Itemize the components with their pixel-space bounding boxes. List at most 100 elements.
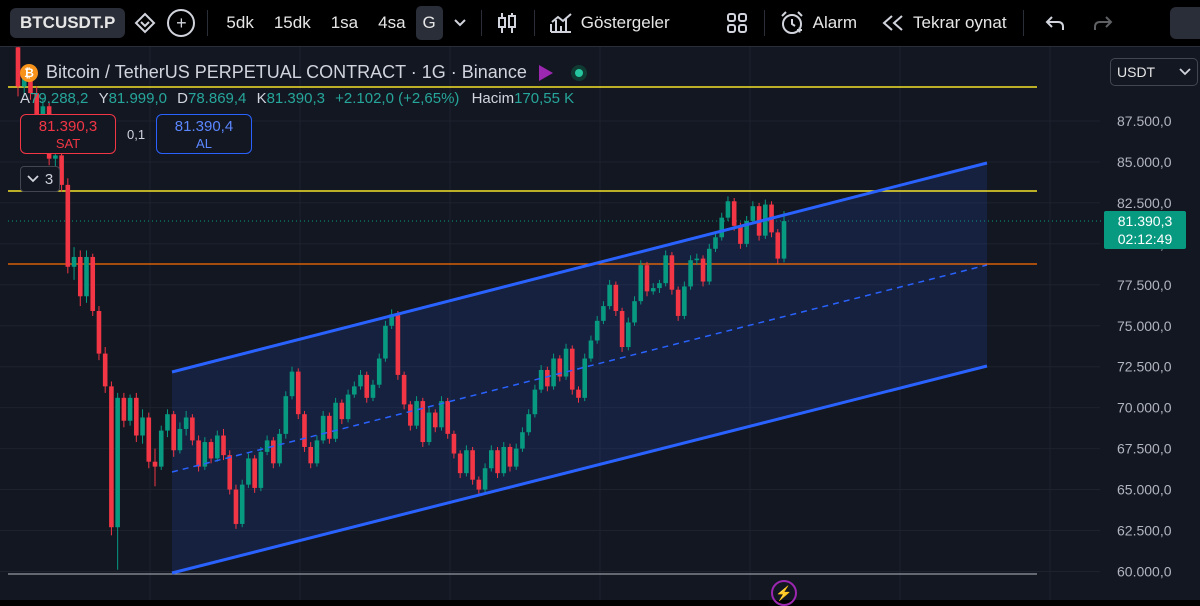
timeframe-g[interactable]: G [415, 6, 443, 40]
top-toolbar: BTCUSDT.P + 5dk 15dk 1sa 4sa G Göstergel… [0, 0, 1200, 47]
candle-body [202, 442, 208, 467]
candle-body [77, 256, 83, 297]
candle [152, 448, 158, 487]
candle [289, 366, 295, 400]
candle [302, 410, 307, 452]
candle-body [351, 386, 357, 395]
candle-body [613, 284, 619, 312]
market-status-icon[interactable] [570, 64, 587, 81]
candle [264, 435, 270, 456]
timeframe-4sa[interactable]: 4sa [378, 13, 406, 32]
low-value: 78.869,4 [188, 90, 247, 107]
chart-pane[interactable]: 87.500,085.000,082.500,080.000,077.500,0… [0, 47, 1200, 600]
currency-select[interactable]: USDT [1110, 58, 1198, 86]
replay-rewind-icon[interactable] [881, 14, 905, 32]
candle-body [370, 384, 376, 398]
candle-body [675, 289, 681, 316]
channel-upper-line[interactable] [171, 161, 988, 374]
candle-body [513, 448, 519, 467]
candle [731, 197, 737, 231]
candle [71, 247, 77, 280]
timeframe-dropdown-icon[interactable] [453, 18, 467, 28]
candle [451, 430, 457, 459]
layouts-grid-icon[interactable] [726, 12, 748, 34]
sell-price: 81.390,3 [38, 118, 98, 135]
indicators-icon[interactable] [549, 12, 573, 34]
indicators-button[interactable]: Göstergeler [580, 13, 670, 32]
candle-body [21, 76, 27, 87]
candle-body [146, 417, 152, 462]
candle-body [420, 401, 426, 443]
price-axis-label: 77.500,0 [1117, 277, 1172, 293]
buy-button[interactable]: 81.390,4 AL [156, 114, 252, 154]
candle-body [588, 340, 594, 359]
timeframe-5dk[interactable]: 5dk [226, 13, 254, 32]
indicators-collapse-button[interactable]: 3 [20, 166, 60, 192]
candle [464, 445, 469, 477]
candle [252, 455, 257, 493]
volume-label: Hacim [471, 90, 515, 107]
candle-body [457, 453, 463, 474]
candle [744, 216, 749, 248]
candle-body [339, 402, 345, 420]
candle-body [40, 106, 46, 120]
legend-title[interactable]: Bitcoin / TetherUS PERPETUAL CONTRACT · … [46, 62, 527, 82]
price-axis-label: 70.000,0 [1117, 400, 1172, 416]
candle-body [638, 265, 644, 302]
candle [177, 422, 183, 454]
candle-body [569, 348, 575, 390]
toolbar-separator [207, 10, 209, 36]
flag-icon[interactable] [538, 64, 553, 81]
symbol-search-button[interactable]: BTCUSDT.P [10, 8, 126, 38]
channel-lower-line[interactable] [171, 364, 988, 575]
close-label: K [256, 90, 267, 107]
candle-body [626, 322, 631, 348]
price-chart[interactable]: 87.500,085.000,082.500,080.000,077.500,0… [0, 47, 1200, 600]
candle [59, 148, 64, 192]
candle [345, 389, 351, 423]
compare-add-icon[interactable]: + [167, 9, 196, 37]
candle [594, 315, 600, 344]
symbol-settings-icon[interactable] [133, 11, 157, 35]
chevron-down-icon [1179, 68, 1191, 76]
candle [401, 371, 407, 410]
candle-body [65, 184, 71, 267]
candle-body [333, 402, 338, 439]
candle-body [731, 201, 737, 226]
channel-midline[interactable] [171, 264, 988, 473]
candle-body [177, 428, 183, 451]
candle [364, 371, 370, 403]
timeframe-1sa[interactable]: 1sa [330, 13, 359, 32]
candle-body [53, 155, 58, 159]
candle-body [134, 397, 139, 436]
replay-button[interactable]: Tekrar oynat [913, 13, 1007, 32]
undo-icon[interactable] [1044, 14, 1066, 32]
candle-body [364, 374, 370, 398]
open-label: A [20, 90, 31, 107]
more-options-button[interactable] [1170, 7, 1200, 39]
sell-button[interactable]: 81.390,3 SAT [20, 114, 116, 154]
candle-body [115, 397, 120, 528]
timeframe-15dk[interactable]: 15dk [273, 13, 311, 32]
candle [682, 281, 687, 320]
candle-body [295, 371, 301, 415]
candle [470, 446, 475, 485]
candle-body [152, 461, 158, 467]
lightning-bolt-icon[interactable]: ⚡ [771, 580, 797, 606]
candle-body [557, 358, 563, 377]
candle [370, 379, 376, 402]
redo-icon[interactable] [1092, 14, 1114, 32]
current-price: 81.390,3 [1117, 213, 1173, 229]
candle [520, 427, 525, 452]
alarm-button[interactable]: Alarm [812, 13, 858, 32]
spread-value: 0,1 [127, 127, 146, 142]
candle-body [395, 314, 401, 375]
candle-body [302, 414, 307, 447]
alarm-clock-icon[interactable] [779, 10, 805, 36]
price-axis-label: 82.500,0 [1117, 195, 1172, 211]
price-axis-label: 65.000,0 [1117, 482, 1172, 498]
candle-body [190, 417, 195, 441]
candle-body [644, 265, 650, 292]
high-value: 81.999,0 [108, 90, 167, 107]
candles-icon[interactable] [496, 11, 518, 35]
